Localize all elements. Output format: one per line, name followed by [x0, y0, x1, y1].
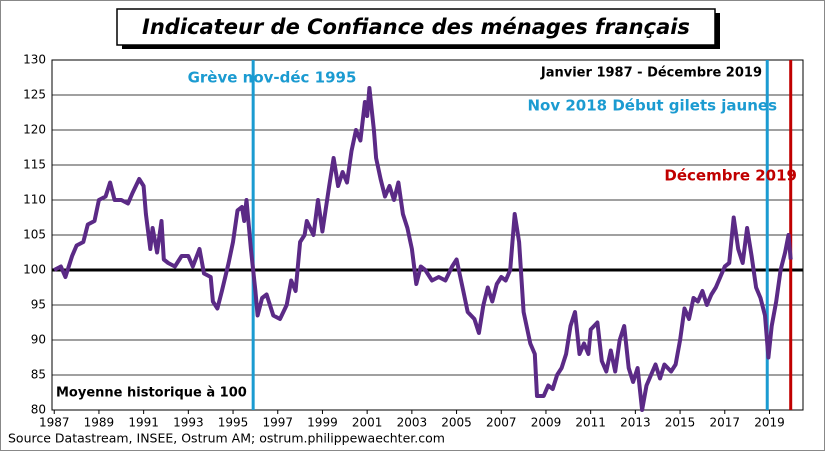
- annotation: Décembre 2019: [664, 167, 797, 185]
- x-tick-label: 1993: [173, 416, 204, 430]
- x-tick-label: 2019: [754, 416, 785, 430]
- x-tick-label: 2009: [531, 416, 562, 430]
- x-tick-label: 1999: [307, 416, 338, 430]
- y-tick-label: 125: [23, 88, 46, 102]
- x-tick-label: 2001: [352, 416, 383, 430]
- x-tick-label: 1995: [218, 416, 249, 430]
- annotation: Moyenne historique à 100: [56, 386, 247, 401]
- x-tick-label: 2013: [620, 416, 651, 430]
- x-tick-label: 1987: [39, 416, 70, 430]
- x-tick-label: 2003: [397, 416, 428, 430]
- y-tick-label: 115: [23, 158, 46, 172]
- annotation: Nov 2018 Début gilets jaunes: [528, 97, 778, 115]
- x-tick-label: 2007: [486, 416, 517, 430]
- title-box: [116, 8, 716, 46]
- chart-title: Indicateur de Confiance des ménages fran…: [142, 15, 690, 39]
- x-tick-label: 2005: [441, 416, 472, 430]
- x-tick-label: 1997: [262, 416, 293, 430]
- y-tick-label: 80: [31, 403, 46, 417]
- y-tick-label: 105: [23, 228, 46, 242]
- y-tick-label: 85: [31, 368, 46, 382]
- annotation: Janvier 1987 - Décembre 2019: [540, 66, 762, 81]
- source: Source Datastream, INSEE, Ostrum AM; ost…: [8, 431, 445, 446]
- y-tick-label: 130: [23, 53, 46, 67]
- x-tick-label: 2015: [665, 416, 696, 430]
- series-line: [53, 86, 793, 412]
- x-tick-label: 1989: [84, 416, 115, 430]
- x-tick-label: 1991: [128, 416, 159, 430]
- y-tick-label: 110: [23, 193, 46, 207]
- x-tick-label: 2017: [709, 416, 740, 430]
- y-tick-label: 120: [23, 123, 46, 137]
- y-tick-label: 90: [31, 333, 46, 347]
- y-tick-label: 95: [31, 298, 46, 312]
- y-tick-label: 100: [23, 263, 46, 277]
- x-tick-label: 2011: [575, 416, 606, 430]
- annotation: Grève nov-déc 1995: [188, 69, 357, 87]
